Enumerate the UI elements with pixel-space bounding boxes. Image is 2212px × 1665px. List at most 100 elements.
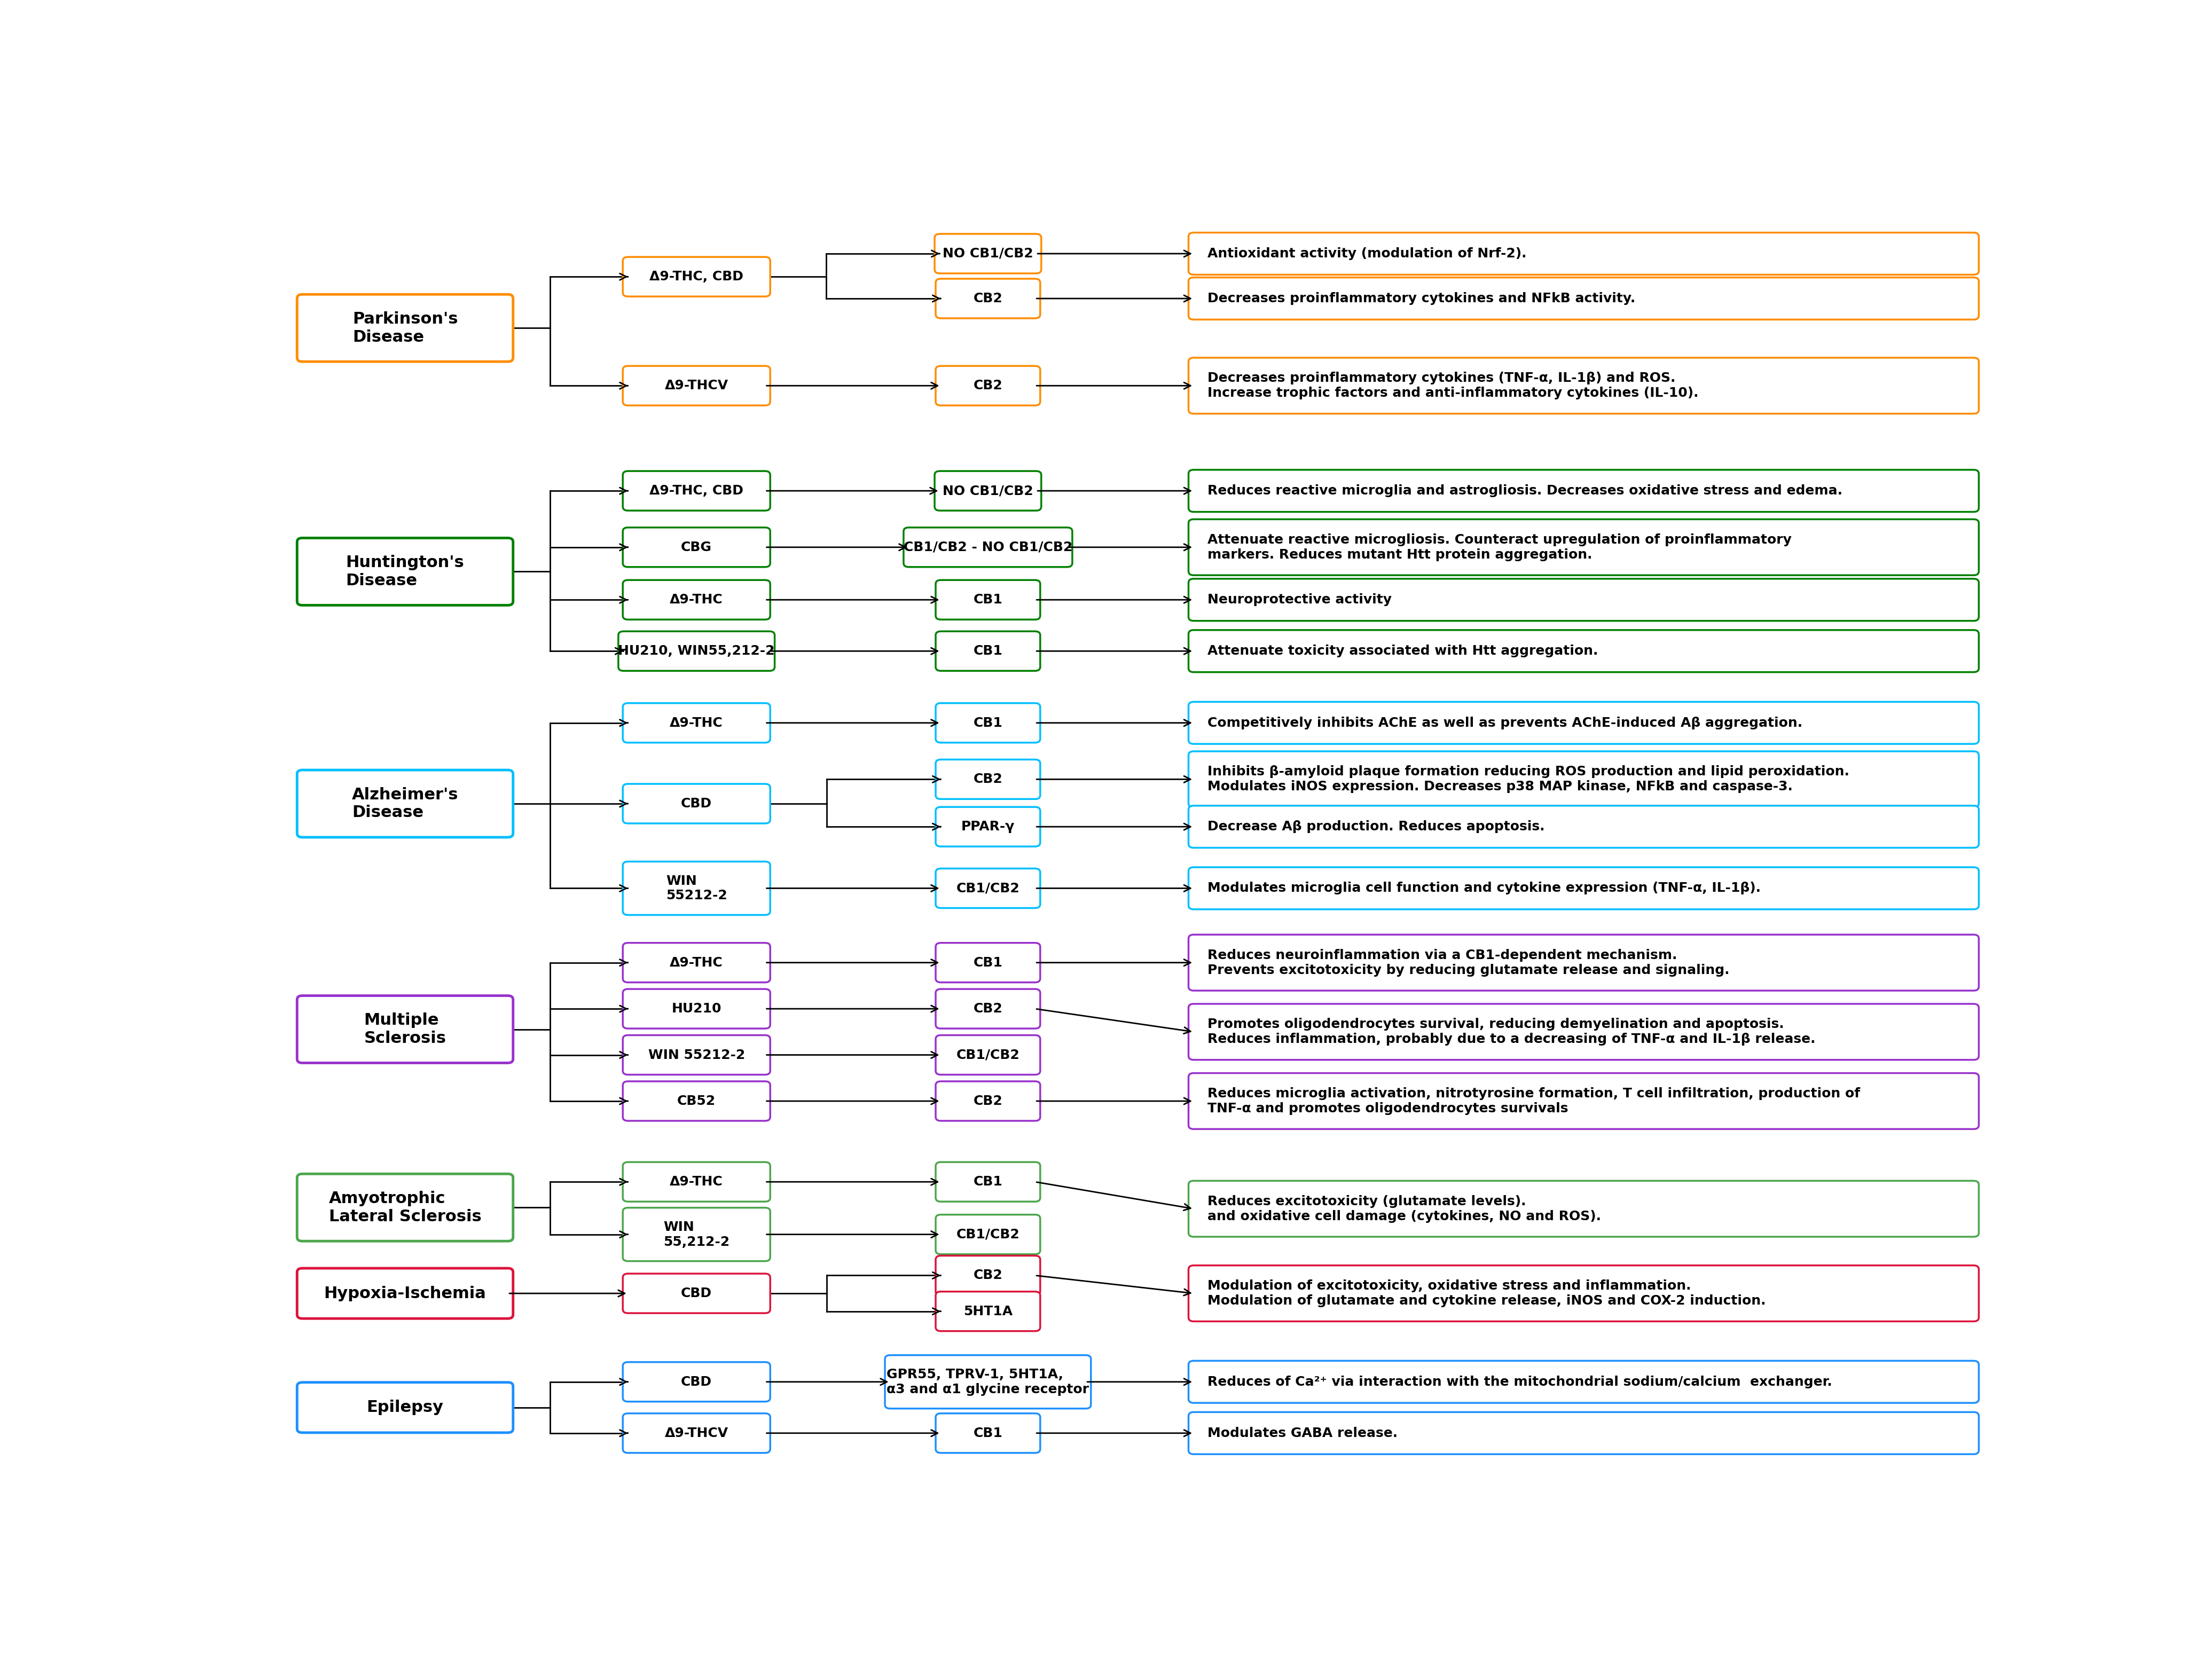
Text: CB1: CB1 [973,644,1002,658]
Text: Decrease Aβ production. Reduces apoptosis.: Decrease Aβ production. Reduces apoptosi… [1208,821,1544,832]
Text: Δ9-THC, CBD: Δ9-THC, CBD [650,270,743,283]
FancyBboxPatch shape [1188,934,1980,991]
FancyBboxPatch shape [936,278,1040,318]
FancyBboxPatch shape [1188,1360,1980,1404]
FancyBboxPatch shape [296,295,513,361]
FancyBboxPatch shape [936,366,1040,406]
FancyBboxPatch shape [624,471,770,511]
Text: WIN 55212-2: WIN 55212-2 [648,1049,745,1061]
Text: Reduces excitotoxicity (glutamate levels).
and oxidative cell damage (cytokines,: Reduces excitotoxicity (glutamate levels… [1208,1195,1601,1222]
FancyBboxPatch shape [936,631,1040,671]
Text: Huntington's
Disease: Huntington's Disease [345,554,465,588]
FancyBboxPatch shape [936,942,1040,982]
FancyBboxPatch shape [296,1174,513,1240]
Text: CB2: CB2 [973,380,1002,391]
FancyBboxPatch shape [936,1255,1040,1295]
Text: Δ9-THC: Δ9-THC [670,1175,723,1189]
Text: GPR55, TPRV-1, 5HT1A,
α3 and α1 glycine receptor: GPR55, TPRV-1, 5HT1A, α3 and α1 glycine … [887,1369,1088,1395]
FancyBboxPatch shape [624,256,770,296]
Text: Amyotrophic
Lateral Sclerosis: Amyotrophic Lateral Sclerosis [330,1190,482,1224]
FancyBboxPatch shape [902,528,1073,568]
FancyBboxPatch shape [296,538,513,604]
FancyBboxPatch shape [936,1215,1040,1254]
FancyBboxPatch shape [624,528,770,568]
FancyBboxPatch shape [624,703,770,743]
Text: CB1/CB2 - NO CB1/CB2: CB1/CB2 - NO CB1/CB2 [902,541,1073,554]
Text: Reduces microglia activation, nitrotyrosine formation, T cell infiltration, prod: Reduces microglia activation, nitrotyros… [1208,1087,1860,1116]
Text: Hypoxia-Ischemia: Hypoxia-Ischemia [323,1285,487,1300]
FancyBboxPatch shape [1188,358,1980,413]
FancyBboxPatch shape [624,942,770,982]
FancyBboxPatch shape [936,703,1040,743]
FancyBboxPatch shape [624,366,770,406]
Text: Reduces of Ca²⁺ via interaction with the mitochondrial sodium/calcium  exchanger: Reduces of Ca²⁺ via interaction with the… [1208,1375,1832,1389]
Text: Δ9-THCV: Δ9-THCV [664,1427,728,1440]
FancyBboxPatch shape [936,759,1040,799]
FancyBboxPatch shape [296,769,513,837]
Text: HU210, WIN55,212-2: HU210, WIN55,212-2 [617,644,774,658]
FancyBboxPatch shape [1188,519,1980,574]
FancyBboxPatch shape [624,579,770,619]
Text: Δ9-THCV: Δ9-THCV [664,380,728,391]
FancyBboxPatch shape [1188,470,1980,511]
FancyBboxPatch shape [619,631,774,671]
Text: Δ9-THC, CBD: Δ9-THC, CBD [650,485,743,498]
Text: CB1/CB2: CB1/CB2 [956,1229,1020,1240]
Text: CB1: CB1 [973,716,1002,729]
FancyBboxPatch shape [936,471,1042,511]
FancyBboxPatch shape [296,996,513,1062]
FancyBboxPatch shape [296,1382,513,1432]
Text: CB1/CB2: CB1/CB2 [956,882,1020,894]
Text: Attenuate reactive microgliosis. Counteract upregulation of proinflammatory
mark: Attenuate reactive microgliosis. Counter… [1208,533,1792,561]
Text: Multiple
Sclerosis: Multiple Sclerosis [365,1012,447,1046]
FancyBboxPatch shape [936,233,1042,273]
Text: PPAR-γ: PPAR-γ [962,821,1015,832]
Text: CB2: CB2 [973,291,1002,305]
FancyBboxPatch shape [936,1081,1040,1121]
Text: Modulates microglia cell function and cytokine expression (TNF-α, IL-1β).: Modulates microglia cell function and cy… [1208,882,1761,894]
Text: CBD: CBD [681,798,712,811]
FancyBboxPatch shape [1188,579,1980,621]
Text: CB1: CB1 [973,1175,1002,1189]
Text: CB2: CB2 [973,1002,1002,1016]
FancyBboxPatch shape [936,989,1040,1029]
FancyBboxPatch shape [624,1207,770,1260]
FancyBboxPatch shape [1188,1074,1980,1129]
Text: 5HT1A: 5HT1A [964,1305,1013,1317]
Text: Decreases proinflammatory cytokines (TNF-α, IL-1β) and ROS.
Increase trophic fac: Decreases proinflammatory cytokines (TNF… [1208,371,1699,400]
FancyBboxPatch shape [936,1036,1040,1074]
FancyBboxPatch shape [1188,703,1980,744]
FancyBboxPatch shape [936,1292,1040,1330]
Text: Δ9-THC: Δ9-THC [670,716,723,729]
FancyBboxPatch shape [1188,751,1980,808]
FancyBboxPatch shape [624,1162,770,1202]
FancyBboxPatch shape [624,784,770,824]
Text: Parkinson's
Disease: Parkinson's Disease [352,311,458,345]
Text: Modulates GABA release.: Modulates GABA release. [1208,1427,1398,1440]
FancyBboxPatch shape [296,1269,513,1319]
Text: Reduces reactive microglia and astrogliosis. Decreases oxidative stress and edem: Reduces reactive microglia and astroglio… [1208,485,1843,498]
FancyBboxPatch shape [1188,1004,1980,1061]
FancyBboxPatch shape [1188,629,1980,673]
Text: Δ9-THC: Δ9-THC [670,593,723,606]
Text: CB52: CB52 [677,1094,717,1107]
Text: CB1/CB2: CB1/CB2 [956,1049,1020,1061]
Text: CBD: CBD [681,1287,712,1300]
Text: Neuroprotective activity: Neuroprotective activity [1208,593,1391,606]
FancyBboxPatch shape [936,1414,1040,1454]
Text: CB1: CB1 [973,956,1002,969]
Text: Inhibits β-amyloid plaque formation reducing ROS production and lipid peroxidati: Inhibits β-amyloid plaque formation redu… [1208,766,1849,793]
Text: HU210: HU210 [672,1002,721,1016]
FancyBboxPatch shape [1188,867,1980,909]
FancyBboxPatch shape [936,869,1040,907]
Text: Promotes oligodendrocytes survival, reducing demyelination and apoptosis.
Reduce: Promotes oligodendrocytes survival, redu… [1208,1017,1816,1046]
Text: Attenuate toxicity associated with Htt aggregation.: Attenuate toxicity associated with Htt a… [1208,644,1597,658]
Text: Modulation of excitotoxicity, oxidative stress and inflammation.
Modulation of g: Modulation of excitotoxicity, oxidative … [1208,1280,1765,1307]
Text: CB2: CB2 [973,1269,1002,1282]
Text: Competitively inhibits AChE as well as prevents AChE-induced Aβ aggregation.: Competitively inhibits AChE as well as p… [1208,716,1803,729]
FancyBboxPatch shape [936,808,1040,846]
FancyBboxPatch shape [624,1362,770,1402]
FancyBboxPatch shape [624,861,770,916]
FancyBboxPatch shape [624,989,770,1029]
Text: CB1: CB1 [973,593,1002,606]
